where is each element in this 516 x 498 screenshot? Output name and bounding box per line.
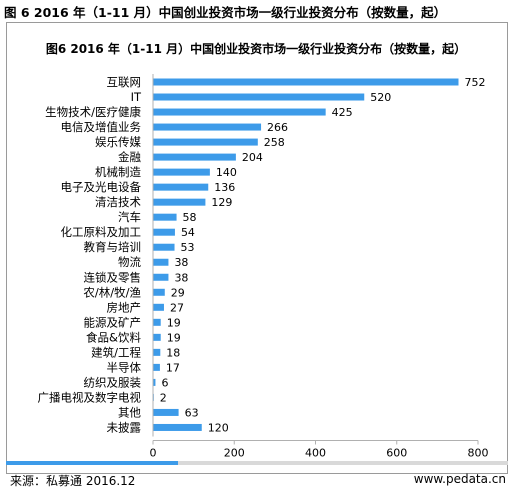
value-label: 266 (267, 121, 288, 134)
value-label: 136 (214, 181, 235, 194)
category-labels: 互联网IT生物技术/医疗健康电信及增值业务娱乐传媒金融机械制造电子及光电设备清洁… (38, 75, 142, 434)
chart-frame (6, 22, 508, 474)
bar (153, 198, 206, 206)
x-tick-label: 400 (305, 446, 326, 459)
bar (153, 123, 262, 131)
bar (153, 258, 169, 266)
value-label: 258 (264, 136, 285, 149)
category-label: 其他 (118, 405, 141, 419)
value-label: 18 (166, 346, 180, 359)
value-label: 6 (161, 376, 168, 389)
bar (153, 228, 175, 236)
category-label: IT (131, 90, 142, 104)
website-link[interactable]: www.pedata.cn (413, 472, 506, 486)
bar (153, 348, 161, 356)
bar (153, 273, 169, 281)
category-label: 建筑/工程 (91, 345, 141, 359)
bar (153, 138, 258, 146)
bar (153, 288, 165, 296)
value-label: 120 (208, 421, 229, 434)
category-label: 房地产 (107, 300, 142, 314)
footer-accent (6, 461, 178, 465)
category-label: 电信及增值业务 (61, 120, 142, 134)
category-label: 金融 (118, 150, 141, 164)
x-tick-label: 600 (386, 446, 407, 459)
bar (153, 153, 236, 161)
bar (153, 318, 161, 326)
value-label: 58 (183, 211, 197, 224)
source-note: 来源：私募通 2016.12 (10, 474, 136, 488)
category-label: 纺织及服装 (84, 375, 142, 389)
value-label: 140 (216, 166, 237, 179)
x-tick-label: 200 (224, 446, 245, 459)
figure-caption: 图 6 2016 年（1-11 月）中国创业投资市场一级行业投资分布（按数量，起… (4, 5, 447, 20)
value-label: 17 (166, 361, 180, 374)
x-tick-label: 0 (150, 446, 157, 459)
category-label: 清洁技术 (95, 195, 141, 209)
bar (153, 408, 179, 416)
value-label: 38 (174, 256, 188, 269)
category-label: 电子及光电设备 (61, 180, 142, 194)
category-label: 生物技术/医疗健康 (45, 105, 141, 119)
value-label: 63 (185, 406, 199, 419)
category-label: 汽车 (118, 210, 141, 224)
bar (153, 168, 210, 176)
bar (153, 303, 164, 311)
bar (153, 243, 175, 251)
category-label: 物流 (118, 255, 141, 269)
value-label: 19 (167, 331, 181, 344)
bar (153, 108, 326, 116)
value-label: 27 (170, 301, 184, 314)
value-label: 752 (465, 76, 486, 89)
category-label: 未披露 (107, 420, 142, 434)
value-label: 204 (242, 151, 263, 164)
category-label: 半导体 (107, 360, 142, 374)
bars-group (153, 78, 459, 431)
value-label: 54 (181, 226, 195, 239)
category-label: 娱乐传媒 (95, 135, 141, 149)
bar (153, 423, 202, 431)
bar (153, 363, 160, 371)
value-label: 129 (211, 196, 232, 209)
value-label: 38 (174, 271, 188, 284)
category-label: 广播电视及数字电视 (38, 390, 142, 404)
category-label: 食品&饮料 (86, 330, 141, 344)
bar (153, 93, 365, 101)
category-label: 化工原料及加工 (61, 225, 142, 239)
category-label: 互联网 (107, 75, 142, 89)
value-label: 425 (332, 106, 353, 119)
category-label: 农/林/牧/渔 (83, 285, 141, 299)
value-label: 19 (167, 316, 181, 329)
value-label: 53 (181, 241, 195, 254)
bar (153, 213, 177, 221)
chart-title: 图6 2016 年（1-11 月）中国创业投资市场一级行业投资分布（按数量，起） (46, 41, 466, 56)
category-label: 教育与培训 (84, 240, 142, 254)
footer-rule (6, 461, 508, 465)
bar (153, 78, 459, 86)
x-axis: 0 200 400 600 800 (150, 74, 489, 459)
bar (153, 183, 209, 191)
value-label: 520 (370, 91, 391, 104)
x-tick-label: 800 (468, 446, 489, 459)
bar (153, 333, 161, 341)
bar (153, 378, 156, 386)
category-label: 机械制造 (95, 165, 141, 179)
category-label: 连锁及零售 (84, 270, 142, 284)
category-label: 能源及矿产 (84, 315, 142, 329)
value-label: 2 (160, 391, 167, 404)
value-label: 29 (171, 286, 185, 299)
